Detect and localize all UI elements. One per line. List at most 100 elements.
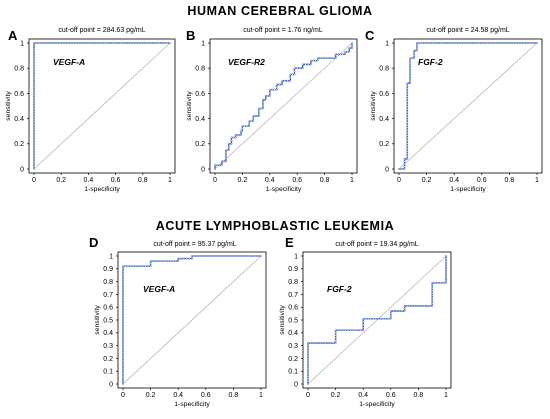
- curve-point: [486, 42, 489, 44]
- curve-point: [411, 57, 414, 60]
- curve-point: [122, 265, 124, 268]
- roc-curve-markers: [307, 255, 447, 385]
- curve-point: [33, 97, 35, 100]
- curve-point: [281, 79, 284, 82]
- x-tick-label: 0.4: [358, 392, 368, 399]
- curve-point: [257, 107, 260, 110]
- curve-point: [362, 320, 365, 323]
- curve-point: [122, 283, 124, 286]
- cutoff-title: cut-off point = 284.63 pg/mL: [58, 27, 145, 34]
- x-tick-label: 0.2: [56, 177, 66, 184]
- curve-point: [352, 329, 355, 332]
- curve-point: [382, 317, 385, 320]
- y-axis-label: sensitivity: [186, 91, 193, 121]
- curve-point: [177, 260, 180, 263]
- curve-point: [398, 310, 401, 312]
- curve-point: [283, 79, 286, 82]
- curve-point: [122, 325, 124, 328]
- curve-point: [409, 62, 411, 65]
- cutoff-title: cut-off point = 95.37 pg/mL: [153, 241, 236, 248]
- curve-point: [33, 55, 35, 58]
- curve-point: [426, 42, 429, 44]
- curve-point: [225, 157, 227, 160]
- curve-point: [121, 42, 124, 44]
- curve-point: [413, 304, 416, 307]
- curve-point: [237, 255, 239, 257]
- curve-point: [33, 112, 35, 115]
- panel-label: A: [8, 28, 18, 43]
- curve-point: [442, 281, 445, 284]
- curve-point: [434, 281, 436, 284]
- x-tick-label: 0.6: [386, 392, 396, 399]
- curve-point: [431, 42, 434, 44]
- curve-point: [520, 42, 523, 44]
- x-tick-label: 0.4: [84, 177, 94, 184]
- curve-point: [252, 117, 255, 120]
- x-axis-label: 1-specificity: [359, 401, 395, 408]
- curve-point: [214, 168, 216, 170]
- curve-point: [431, 302, 434, 305]
- curve-point: [103, 42, 106, 44]
- curve-point: [249, 255, 252, 257]
- curve-point: [434, 42, 437, 44]
- curve-point: [33, 144, 35, 147]
- curve-point: [406, 139, 409, 142]
- curve-point: [348, 47, 351, 49]
- curve-point: [329, 342, 332, 344]
- curve-point: [206, 255, 209, 257]
- y-tick-label: 0.2: [103, 356, 113, 363]
- curve-point: [152, 260, 155, 263]
- curve-point: [445, 265, 447, 268]
- curve-point: [33, 160, 35, 163]
- curve-point: [344, 50, 347, 53]
- curve-point: [122, 369, 124, 372]
- curve-point: [33, 162, 35, 165]
- curve-point: [122, 281, 124, 283]
- curve-point: [225, 149, 227, 152]
- curve-point: [312, 342, 314, 344]
- curve-point: [317, 342, 319, 344]
- curve-point: [33, 141, 35, 144]
- curve-point: [445, 276, 447, 279]
- curve-point: [304, 63, 307, 66]
- curve-point: [159, 260, 162, 263]
- curve-point: [48, 42, 51, 44]
- curve-point: [321, 57, 324, 60]
- curve-point: [137, 42, 140, 44]
- curve-point: [408, 304, 411, 307]
- curve-point: [289, 76, 292, 79]
- curve-point: [252, 120, 255, 123]
- curve-point: [322, 342, 324, 344]
- curve-point: [275, 86, 278, 89]
- curve-point: [122, 273, 124, 276]
- curve-point: [499, 42, 502, 44]
- reference-diagonal: [33, 42, 171, 170]
- y-tick-label: 0.3: [103, 343, 113, 350]
- curve-point: [309, 342, 312, 344]
- curve-point: [33, 131, 35, 134]
- curve-point: [259, 107, 262, 110]
- y-tick-label: 0.9: [288, 266, 298, 273]
- series-label: FGF-2: [418, 57, 443, 67]
- y-tick-label: 0.4: [14, 116, 24, 123]
- curve-point: [33, 60, 35, 63]
- curve-point: [476, 42, 478, 44]
- curve-point: [127, 42, 130, 44]
- reference-diagonal: [122, 255, 262, 385]
- curve-point: [307, 383, 309, 385]
- curve-point: [319, 342, 322, 344]
- curve-point: [211, 255, 214, 257]
- curve-point: [122, 307, 124, 310]
- curve-point: [122, 359, 124, 362]
- y-tick-label: 0: [385, 166, 389, 173]
- curve-point: [122, 299, 124, 302]
- curve-point: [268, 91, 271, 94]
- curve-point: [445, 273, 447, 276]
- curve-point: [309, 63, 312, 66]
- x-tick-label: 0.2: [331, 392, 341, 399]
- curve-point: [275, 88, 278, 91]
- curve-point: [403, 163, 406, 165]
- curve-point: [241, 127, 244, 130]
- curve-point: [431, 299, 434, 302]
- curve-point: [201, 255, 204, 257]
